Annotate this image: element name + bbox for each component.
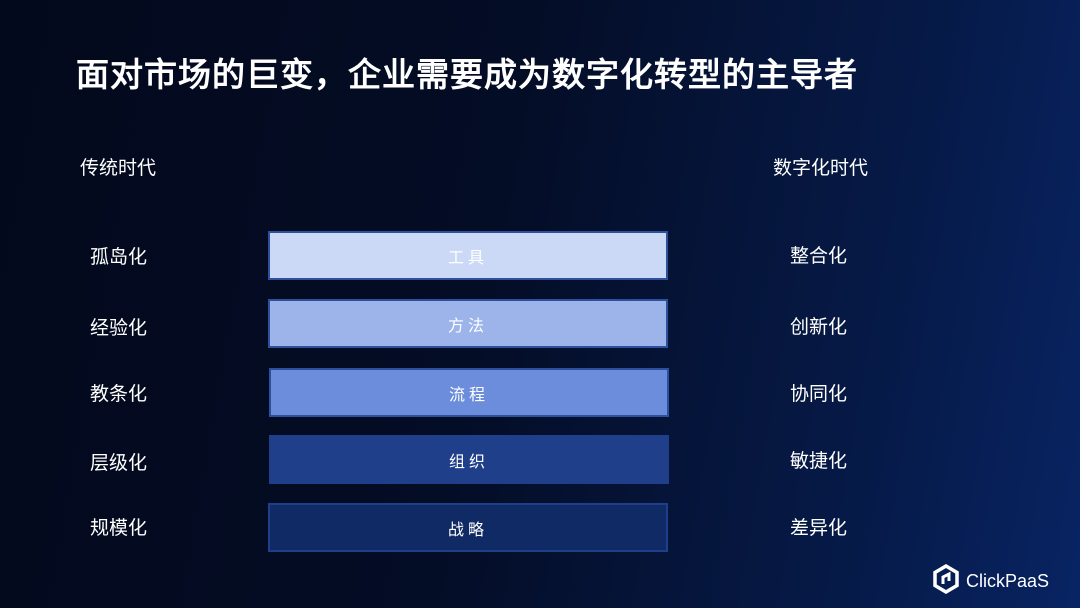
clickpaas-hexagon-icon: [932, 563, 960, 599]
clickpaas-logo: ClickPaaS: [932, 563, 1050, 599]
traditional-label: 教条化: [90, 383, 148, 405]
digital-label: 差异化: [790, 517, 848, 539]
layer-bar-strategy: 战略: [268, 503, 668, 552]
traditional-label: 经验化: [90, 317, 148, 339]
layer-bar-process: 流程: [269, 368, 669, 417]
traditional-label: 孤岛化: [90, 246, 148, 268]
digital-label: 整合化: [790, 245, 848, 267]
layer-bar-organization: 组织: [269, 435, 669, 484]
layer-bar-methods: 方法: [268, 299, 668, 348]
logo-text: ClickPaaS: [966, 571, 1050, 591]
traditional-label: 规模化: [90, 517, 148, 539]
slide-title: 面对市场的巨变，企业需要成为数字化转型的主导者: [76, 55, 858, 94]
digital-label: 协同化: [790, 383, 848, 405]
traditional-label: 层级化: [90, 452, 148, 474]
digital-label: 创新化: [790, 316, 848, 338]
layer-bar-tools: 工具: [268, 231, 668, 280]
traditional-era-header: 传统时代: [80, 157, 157, 179]
digital-era-header: 数字化时代: [773, 157, 869, 179]
digital-label: 敏捷化: [790, 450, 848, 472]
